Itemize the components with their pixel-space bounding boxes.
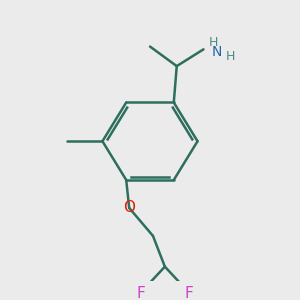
Text: N: N	[212, 45, 222, 59]
Text: H: H	[226, 50, 236, 63]
Text: H: H	[209, 36, 219, 49]
Text: F: F	[184, 286, 193, 300]
Text: F: F	[137, 286, 146, 300]
Text: O: O	[123, 200, 135, 215]
